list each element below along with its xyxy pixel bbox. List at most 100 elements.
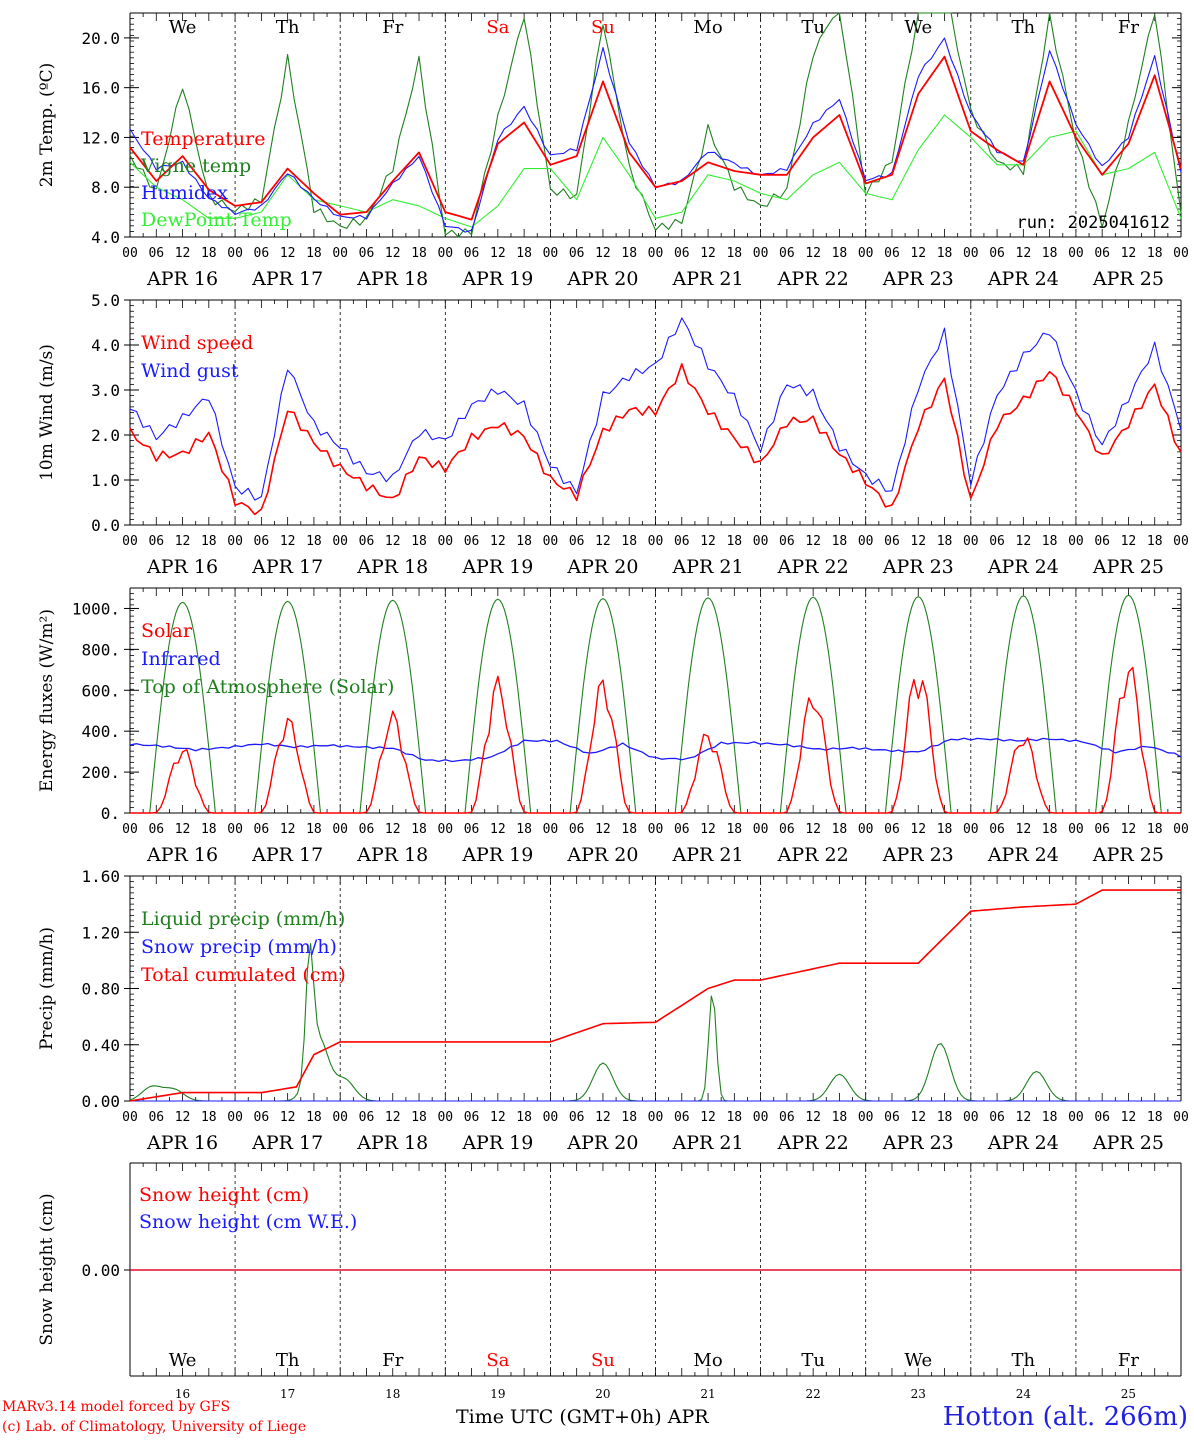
legend-entry: Wind gust bbox=[141, 360, 239, 382]
hour-tick-label: 18 bbox=[621, 246, 637, 261]
hour-tick-label: 18 bbox=[1147, 246, 1163, 261]
hour-tick-label: 06 bbox=[148, 822, 164, 837]
y-tick-label: 16.0 bbox=[81, 79, 120, 98]
hour-tick-label: 06 bbox=[989, 1110, 1005, 1125]
hour-tick-label: 12 bbox=[175, 246, 191, 261]
weekday-label: We bbox=[169, 1350, 197, 1371]
hour-tick-label: 06 bbox=[359, 246, 375, 261]
temp-axis: 4.0 8.0 12.0 16.0 20.0 2m Temp. (ºC) bbox=[37, 12, 1181, 247]
series-line-vigne-temp bbox=[129, 12, 1182, 238]
date-label: APR 16 bbox=[146, 268, 218, 290]
date-label: APR 25 bbox=[1092, 268, 1164, 290]
hour-tick-label: 12 bbox=[1121, 534, 1137, 549]
hour-tick-label: 12 bbox=[490, 246, 506, 261]
hour-tick-label: 00 bbox=[858, 246, 874, 261]
y-tick-label: 4.0 bbox=[91, 336, 120, 355]
model-credit: MARv3.14 model forced by GFS bbox=[2, 1399, 231, 1415]
hour-tick-label: 00 bbox=[332, 822, 348, 837]
flux-legend: Solar Infrared Top of Atmosphere (Solar) bbox=[141, 620, 394, 698]
day-number-label: 23 bbox=[911, 1387, 926, 1401]
series-line-temperature bbox=[129, 55, 1182, 221]
hour-tick-label: 06 bbox=[359, 1110, 375, 1125]
series-line-dewpoint-temp bbox=[129, 114, 1182, 228]
hour-tick-label: 06 bbox=[464, 246, 480, 261]
precip-legend: Liquid precip (mm/h) Snow precip (mm/h) To… bbox=[141, 908, 346, 986]
date-label: APR 25 bbox=[1092, 1132, 1164, 1154]
series-line-infrared bbox=[129, 737, 1182, 763]
hour-tick-label: 12 bbox=[910, 1110, 926, 1125]
hour-tick-label: 00 bbox=[1173, 1110, 1189, 1125]
flux-series bbox=[129, 594, 1182, 814]
legend-entry: DewPoint Temp bbox=[141, 209, 292, 231]
hour-tick-label: 18 bbox=[306, 822, 322, 837]
hour-tick-label: 06 bbox=[1094, 822, 1110, 837]
hour-tick-label: 12 bbox=[910, 534, 926, 549]
hour-tick-label: 12 bbox=[700, 822, 716, 837]
hour-tick-label: 00 bbox=[648, 822, 664, 837]
date-label: APR 19 bbox=[461, 1132, 533, 1154]
date-label: APR 21 bbox=[672, 268, 744, 290]
y-tick-label: 4.0 bbox=[91, 228, 120, 247]
date-label: APR 20 bbox=[566, 844, 638, 866]
hour-tick-label: 06 bbox=[779, 534, 795, 549]
hour-tick-label: 12 bbox=[595, 822, 611, 837]
hour-tick-label: 12 bbox=[175, 534, 191, 549]
y-tick-label: 0.0 bbox=[91, 516, 120, 535]
y-tick-label: 0.00 bbox=[81, 1092, 120, 1111]
date-label: APR 23 bbox=[882, 556, 954, 578]
hour-tick-label: 06 bbox=[674, 534, 690, 549]
weekday-label: Tu bbox=[801, 1350, 825, 1371]
weekday-label: We bbox=[904, 17, 932, 38]
hour-tick-label: 18 bbox=[726, 822, 742, 837]
hour-tick-label: 12 bbox=[1016, 1110, 1032, 1125]
date-label: APR 17 bbox=[251, 268, 323, 290]
date-label: APR 23 bbox=[882, 844, 954, 866]
hour-tick-label: 12 bbox=[490, 534, 506, 549]
day-number-label: 21 bbox=[700, 1387, 715, 1401]
weekday-label: Fr bbox=[382, 1350, 403, 1371]
date-label: APR 25 bbox=[1092, 844, 1164, 866]
y-tick-label: 1.60 bbox=[81, 867, 120, 886]
hour-tick-label: 06 bbox=[569, 534, 585, 549]
y-tick-label: 8.0 bbox=[91, 178, 120, 197]
hour-tick-label: 00 bbox=[648, 534, 664, 549]
hour-tick-label: 18 bbox=[832, 534, 848, 549]
hour-tick-label: 00 bbox=[648, 1110, 664, 1125]
hour-tick-label: 00 bbox=[1068, 246, 1084, 261]
hour-tick-label: 18 bbox=[1042, 534, 1058, 549]
legend-entry: Vigne temp bbox=[140, 155, 251, 177]
date-label: APR 20 bbox=[566, 268, 638, 290]
hour-tick-label: 00 bbox=[1173, 822, 1189, 837]
hour-tick-label: 06 bbox=[1094, 246, 1110, 261]
y-tick-label: 3.0 bbox=[91, 381, 120, 400]
hour-tick-label: 18 bbox=[201, 822, 217, 837]
hour-tick-label: 12 bbox=[1121, 246, 1137, 261]
y-axis-label: 10m Wind (m/s) bbox=[37, 344, 57, 481]
hour-tick-label: 00 bbox=[227, 246, 243, 261]
y-tick-label: 0. bbox=[101, 804, 120, 823]
date-label: APR 23 bbox=[882, 268, 954, 290]
date-label: APR 24 bbox=[987, 268, 1059, 290]
hour-tick-label: 00 bbox=[963, 246, 979, 261]
hour-tick-label: 12 bbox=[595, 534, 611, 549]
hour-tick-label: 00 bbox=[543, 534, 559, 549]
hour-tick-label: 18 bbox=[621, 534, 637, 549]
hour-tick-label: 06 bbox=[464, 534, 480, 549]
hour-tick-label: 06 bbox=[989, 534, 1005, 549]
legend-entry: Temperature bbox=[141, 128, 265, 150]
y-tick-label: 600. bbox=[81, 681, 120, 700]
day-number-label: 25 bbox=[1121, 1387, 1136, 1401]
hour-tick-label: 00 bbox=[858, 1110, 874, 1125]
hour-tick-label: 00 bbox=[332, 1110, 348, 1125]
hour-tick-label: 00 bbox=[437, 534, 453, 549]
hour-tick-label: 06 bbox=[884, 534, 900, 549]
hour-tick-label: 00 bbox=[648, 246, 664, 261]
series-line-wind-speed bbox=[129, 363, 1182, 516]
y-tick-label: 20.0 bbox=[81, 29, 120, 48]
snow-axis: Snow height (cm) bbox=[37, 1193, 57, 1345]
date-label: APR 17 bbox=[251, 556, 323, 578]
hour-tick-label: 00 bbox=[227, 534, 243, 549]
date-label: APR 17 bbox=[251, 1132, 323, 1154]
hour-tick-label: 06 bbox=[148, 246, 164, 261]
